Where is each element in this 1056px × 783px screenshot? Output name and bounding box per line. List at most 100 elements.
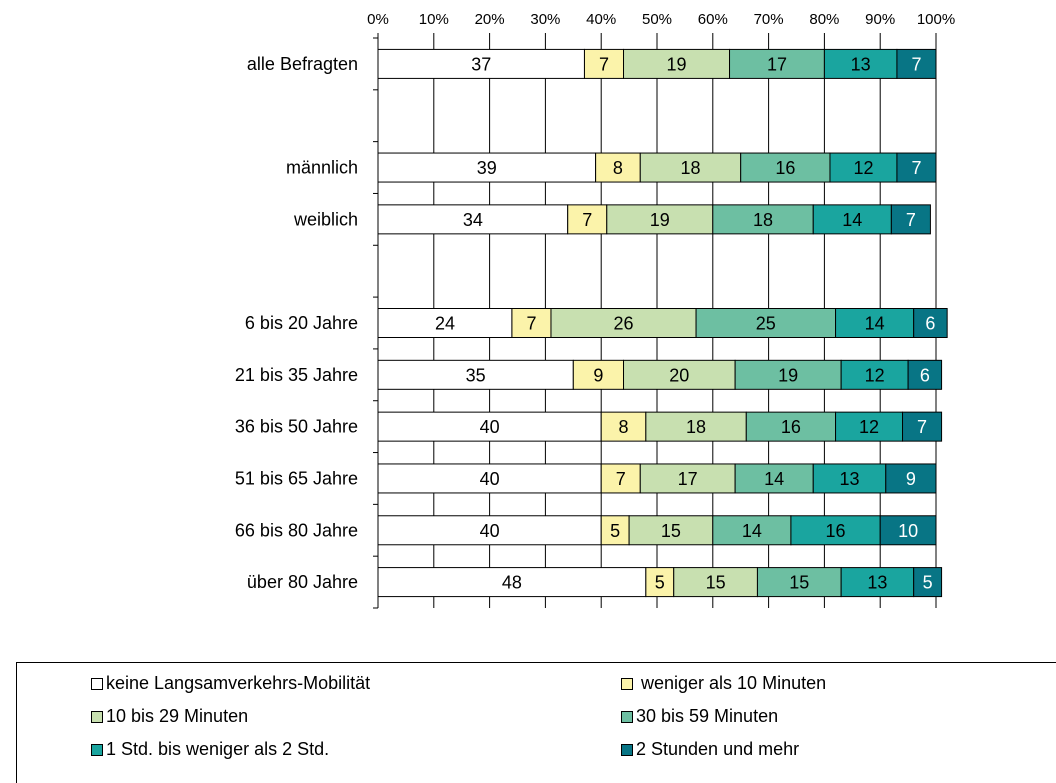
category-labels: alle Befragten männlich weiblich 6 bis 20 J… [235,54,358,592]
x-tick-label: 40% [586,11,616,28]
legend-label: weniger als 10 Minuten [636,673,827,693]
legend-swatch [91,710,103,723]
data-label: 6 [925,314,935,334]
data-label: 9 [906,469,916,489]
x-tick-label: 30% [530,11,560,28]
bar-segment [606,204,714,235]
data-label: 7 [911,54,921,74]
data-label: 40 [480,417,500,437]
data-label: 7 [582,210,592,230]
legend-label: 1 Std. bis weniger als 2 Std. [106,739,330,759]
x-tick-label: 70% [754,11,784,28]
bar-segment [377,567,647,598]
bar-segment [695,308,837,338]
legend-item: 30 bis 59 Minuten [621,706,778,727]
bar-segment [377,463,602,494]
x-tick-label: 20% [475,11,505,28]
bar-segment [623,359,736,390]
data-label: 7 [906,210,916,230]
legend-item: 1 Std. bis weniger als 2 Std. [91,739,329,760]
bar-segment [567,204,608,235]
data-label: 18 [680,158,700,178]
bar-segment [734,463,814,494]
data-label: 15 [661,521,681,541]
data-label: 19 [650,210,670,230]
data-label: 9 [593,365,603,385]
x-tick-label: 50% [642,11,672,28]
bar-segment [840,359,909,390]
data-label: 10 [898,521,918,541]
legend-swatch [91,677,103,690]
data-label: 13 [839,469,859,489]
data-label: 13 [867,573,887,593]
data-label: 5 [610,521,620,541]
data-label: 7 [616,469,626,489]
bar-segment [377,48,585,79]
data-label: 40 [480,469,500,489]
data-label: 35 [466,365,486,385]
bar-segment [812,463,887,494]
data-label: 12 [853,158,873,178]
x-tick-label: 80% [809,11,839,28]
data-label: 14 [764,469,784,489]
bar-segment [790,515,881,546]
category-label: alle Befragten [247,54,358,74]
data-label: 37 [471,54,491,74]
data-label: 17 [678,469,698,489]
bar-segment [595,152,641,183]
data-label: 16 [781,417,801,437]
legend-swatch [621,710,633,723]
legend-item: 10 bis 29 Minuten [91,706,248,727]
data-label: 48 [502,573,522,593]
bar-segment [896,48,937,79]
data-label: 7 [599,54,609,74]
bar-segment [840,567,915,598]
bar-segment [645,411,747,442]
bar-segment [377,152,597,183]
legend-item: 2 Stunden und mehr [621,739,799,760]
data-label: 18 [686,417,706,437]
bar-segment [712,204,814,235]
data-label: 6 [920,365,930,385]
y-axis [373,37,379,609]
category-label: 66 bis 80 Jahre [235,520,358,540]
bar-segment [902,411,943,442]
category-label: 6 bis 20 Jahre [245,313,358,333]
data-label: 12 [865,365,885,385]
data-label: 15 [706,573,726,593]
x-tick-label: 100% [917,11,955,28]
data-label: 7 [526,314,536,334]
data-label: 40 [480,521,500,541]
data-label: 16 [826,521,846,541]
data-label: 17 [767,54,787,74]
x-tick-label: 90% [865,11,895,28]
bar-segment [377,515,602,546]
data-label: 19 [778,365,798,385]
data-label: 16 [775,158,795,178]
legend-item: keine Langsamverkehrs-Mobilität [91,673,370,694]
legend-item: weniger als 10 Minuten [621,673,826,694]
bar-segment [885,463,937,494]
x-tick-label: 10% [419,11,449,28]
legend-swatch [621,743,633,756]
legend-label: 10 bis 29 Minuten [106,706,249,726]
data-label: 14 [842,210,862,230]
bar-segment [913,567,943,598]
bar-segment [890,204,931,235]
x-tick-label: 0% [367,11,389,28]
data-label: 39 [477,158,497,178]
category-label: weiblich [293,209,358,229]
data-label: 13 [851,54,871,74]
bar-segment [511,308,552,338]
bar-segment [823,48,898,79]
data-label: 7 [917,417,927,437]
bar-segment [377,411,602,442]
bar-segment [550,308,697,338]
x-tick-label: 60% [698,11,728,28]
legend-label: 30 bis 59 Minuten [636,706,779,726]
data-label: 7 [911,158,921,178]
category-label: 21 bis 35 Jahre [235,365,358,385]
bar-segment [907,359,943,390]
bar-segment [639,463,736,494]
data-label: 14 [865,314,885,334]
